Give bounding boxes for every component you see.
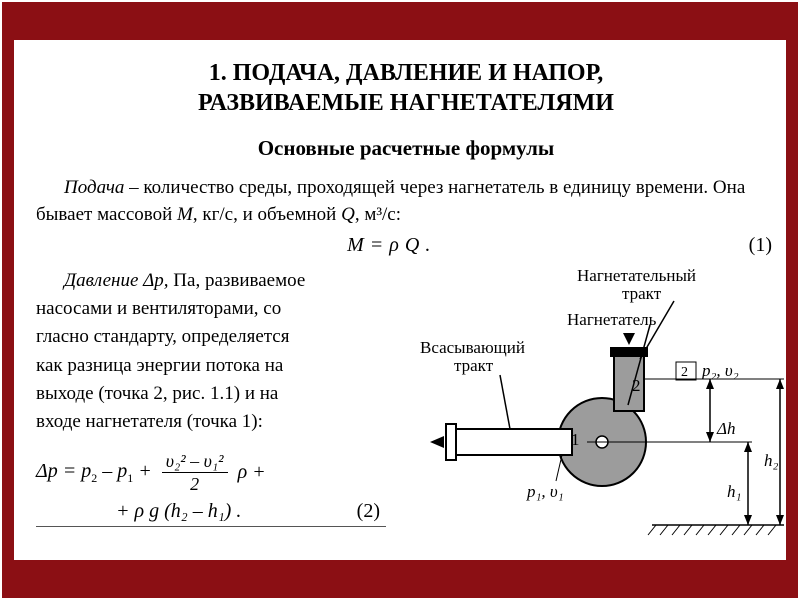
lbl-dh: Δh — [717, 420, 735, 439]
inlet-arrow-icon — [430, 436, 444, 448]
lbl-h1: h₁ — [727, 483, 741, 502]
lbl-blower: Нагнетатель — [567, 311, 656, 330]
lbl-p1v1: p₁, υ₁ — [527, 483, 564, 502]
sym-M: M — [177, 204, 193, 225]
leader-p1v1 — [556, 455, 562, 481]
equation-1: M = ρ Q . — [36, 234, 742, 257]
equation-2-cont: + ρ g (h₂ – h₁) . — [36, 497, 241, 527]
eq2-denominator: 2 — [190, 473, 199, 493]
dim-h1 — [744, 442, 752, 525]
inlet-pipe — [454, 429, 572, 455]
page-content: 1. ПОДАЧА, ДАВЛЕНИЕ И НАПОР, РАЗВИВАЕМЫЕ… — [14, 40, 786, 560]
page-card: 1. ПОДАЧА, ДАВЛЕНИЕ И НАПОР, РАЗВИВАЕМЫЕ… — [14, 40, 786, 560]
section-title: 1. ПОДАЧА, ДАВЛЕНИЕ И НАПОР, РАЗВИВАЕМЫЕ… — [36, 58, 776, 118]
lbl-discharge-1: Нагнетательный — [577, 267, 696, 286]
subtitle: Основные расчетные формулы — [36, 136, 776, 161]
sym-Q: Q — [341, 204, 355, 225]
outlet-arrow-icon — [623, 333, 635, 345]
pressure-l1-rest: Па, развиваемое — [169, 270, 306, 291]
equation-2-line-1: Δp = p2 – p1 + υ₂² – υ₁² 2 ρ + — [36, 452, 386, 493]
dim-dh — [706, 379, 714, 442]
term-feed: Подача — [64, 177, 124, 198]
title-line-1: 1. ПОДАЧА, ДАВЛЕНИЕ И НАПОР, — [209, 60, 604, 86]
pressure-line-1: Давление Δp, Па, развиваемое — [36, 267, 386, 295]
baseline-hatch — [648, 525, 776, 535]
feed-unit-M: , кг/с, и объемной — [193, 204, 341, 225]
equation-2-line-2-row: + ρ g (h₂ – h₁) . (2) — [36, 497, 386, 528]
lbl-discharge-2: тракт — [622, 285, 661, 304]
equation-2-number: (2) — [357, 497, 386, 527]
pressure-line-5: выходе (точка 2, рис. 1.1) и на — [36, 380, 386, 408]
title-line-2: РАЗВИВАЕМЫЕ НАГНЕТАТЕЛЯМИ — [198, 90, 614, 116]
lbl-h2: h₂ — [764, 452, 778, 471]
inlet-flange — [446, 424, 456, 460]
feed-unit-Q: , м³/с: — [355, 204, 401, 225]
pressure-line-4: как разница энергии потока на — [36, 352, 386, 380]
lbl-p2v2: p₂, υ₂ — [702, 362, 739, 381]
slide-frame: 1. ПОДАЧА, ДАВЛЕНИЕ И НАПОР, РАЗВИВАЕМЫЕ… — [2, 2, 798, 598]
equation-1-number: (1) — [742, 234, 776, 257]
pressure-line-2: насосами и вентиляторами, со­ — [36, 295, 386, 323]
eq2-lhs: Δp = p2 – p1 + — [36, 457, 152, 488]
eq2-tail: ρ + — [238, 458, 266, 488]
point2-marker-text: 2 — [681, 365, 688, 380]
lbl-point-1: 1 — [571, 431, 580, 450]
eq2-numerator: υ₂² – υ₁² — [162, 452, 228, 473]
paragraph-feed: Подача – количество среды, проходящей че… — [36, 175, 776, 228]
lbl-suction-1: Всасывающий — [420, 339, 525, 358]
equation-1-row: M = ρ Q . (1) — [36, 234, 776, 257]
pressure-term: Давление Δp, — [64, 270, 169, 291]
lbl-point-2: 2 — [632, 377, 641, 396]
blower-diagram: Нагнетательный тракт Нагнетатель Всасыва… — [392, 267, 786, 560]
leader-suction — [500, 375, 510, 429]
pressure-line-6: входе нагнетателя (точка 1): — [36, 408, 386, 436]
lbl-suction-2: тракт — [454, 357, 493, 376]
mid-two-column: Давление Δp, Па, развиваемое насосами и … — [36, 267, 776, 560]
eq2-fraction: υ₂² – υ₁² 2 — [162, 452, 228, 493]
left-text-column: Давление Δp, Па, развиваемое насосами и … — [36, 267, 386, 560]
pressure-line-3: гласно стандарту, определяется — [36, 323, 386, 351]
